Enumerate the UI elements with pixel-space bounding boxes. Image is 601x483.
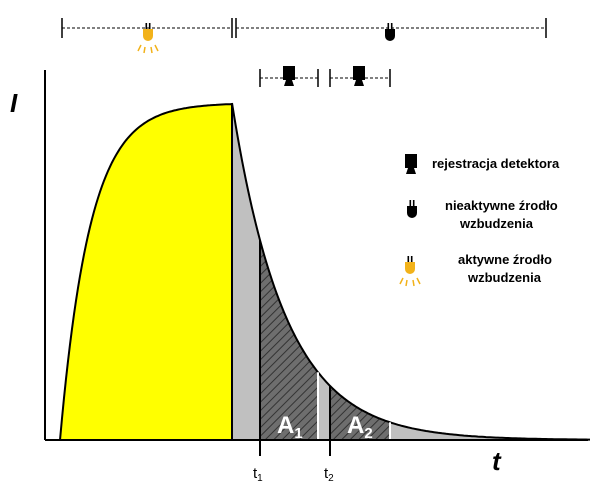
detector-icon [283,66,295,86]
detector-icon [353,66,365,86]
legend-text: rejestracja detektora [432,156,560,171]
decay-curve [231,102,590,441]
lamp-ray [154,44,159,52]
legend-text: wzbudzenia [467,270,542,285]
marker-label: t1 [253,465,263,483]
marker-label: t2 [324,465,334,483]
lamp-ray [143,46,146,54]
detector-icon [405,154,417,174]
legend-text: wzbudzenia [459,216,534,231]
active-lamp-icon [143,23,153,41]
plot [44,18,590,456]
area-label: A1 [277,412,303,442]
y-axis-label: I [10,88,18,118]
legend-text: aktywne źrodło [458,252,552,267]
active-lamp-icon [399,256,421,287]
lamp-ray [137,44,142,52]
x-axis-label: t [492,446,502,476]
area-label: A2 [347,412,373,442]
excitation-area [58,103,233,441]
lamp-ray [150,46,153,54]
inactive-lamp-icon [385,23,395,41]
legend-text: nieaktywne źrodło [445,198,558,213]
inactive-lamp-icon [407,200,417,218]
